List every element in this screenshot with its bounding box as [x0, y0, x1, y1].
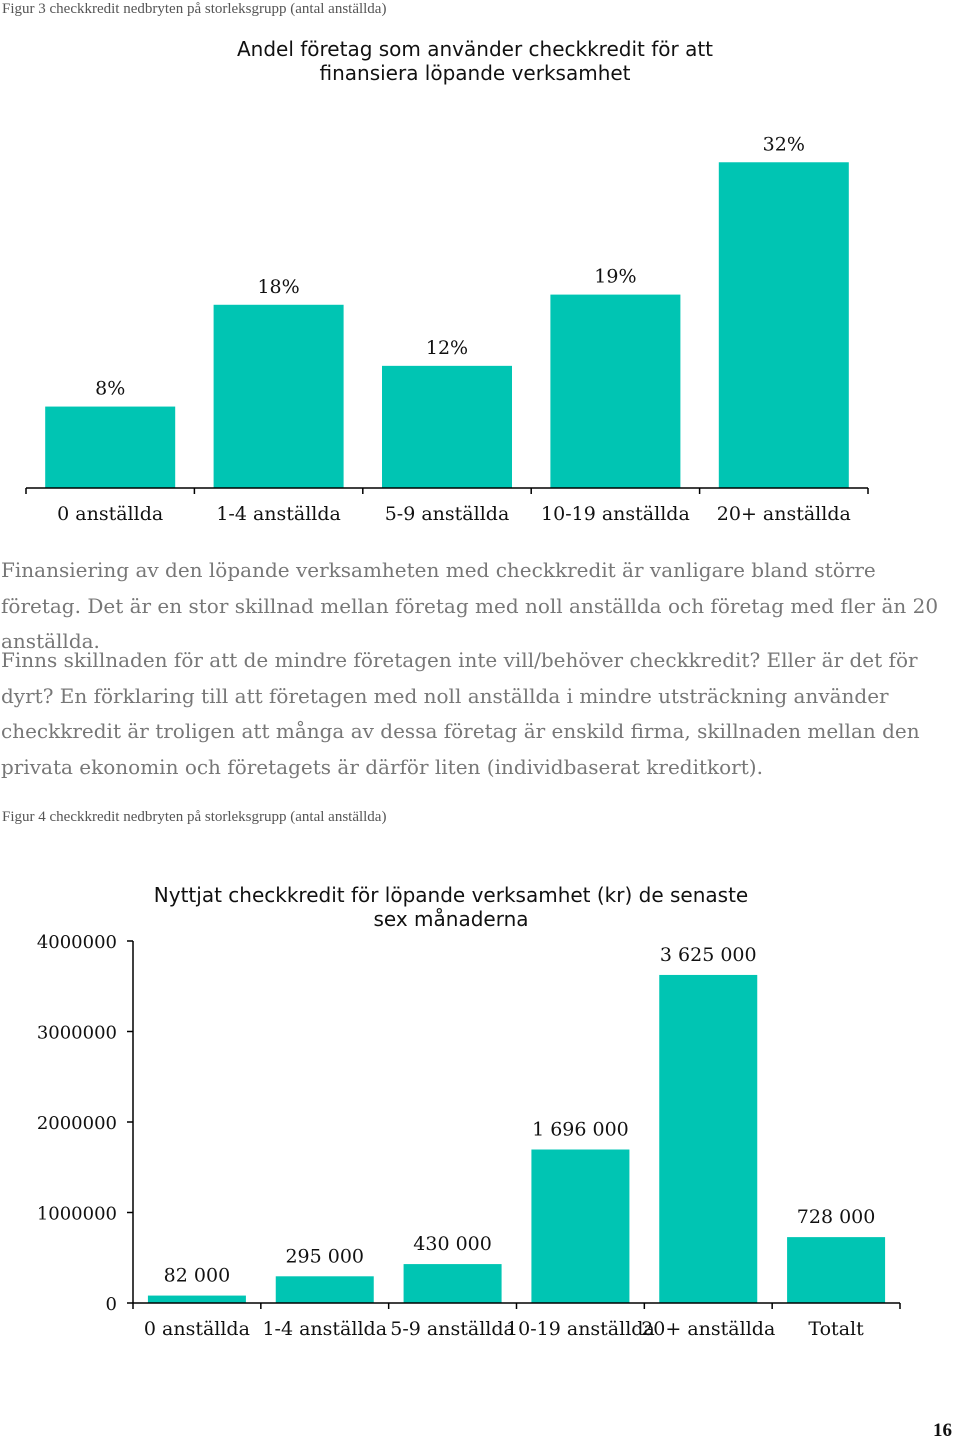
chart-1-category-label: 10-19 anställda: [541, 503, 690, 525]
chart-2-category-label: Totalt: [808, 1318, 864, 1340]
chart-2-y-tick-label: 1000000: [37, 1204, 117, 1225]
chart-1-title: Andel företag som använder checkkredit f…: [237, 37, 713, 85]
chart-2-data-label: 430 000: [413, 1233, 492, 1255]
chart-1-bar: [213, 304, 344, 488]
chart-1-data-label: 32%: [763, 133, 805, 155]
chart-2-data-label: 82 000: [164, 1265, 230, 1287]
figure-4-caption: Figur 4 checkkredit nedbryten på storlek…: [2, 809, 387, 825]
chart-1-category-label: 20+ anställda: [717, 503, 851, 525]
chart-2-bar: [787, 1237, 886, 1303]
chart-2-bar: [531, 1149, 630, 1303]
page-number: 16: [933, 1420, 952, 1441]
chart-1-category-label: 0 anställda: [57, 503, 163, 525]
chart-2-y-tick-label: 4000000: [37, 932, 117, 953]
chart-1-bar: [382, 365, 512, 488]
chart-2-category-label: 5-9 anställda: [390, 1318, 515, 1340]
chart-2-bar: [147, 1295, 246, 1303]
chart-1-category-label: 1-4 anställda: [216, 503, 341, 525]
chart-2-data-label: 728 000: [797, 1206, 876, 1228]
paragraph-2: Finns skillnaden för att de mindre föret…: [1, 648, 920, 779]
chart-1-bar: [550, 294, 681, 488]
chart-2-data-label: 3 625 000: [660, 944, 757, 966]
chart-1-category-label: 5-9 anställda: [385, 503, 510, 525]
chart-2-data-label: 295 000: [285, 1245, 364, 1267]
figure-3-caption: Figur 3 checkkredit nedbryten på storlek…: [2, 1, 387, 17]
chart-2-title: Nyttjat checkkredit för löpande verksamh…: [154, 883, 748, 931]
chart-1-bar: [45, 406, 176, 488]
chart-2-data-label: 1 696 000: [532, 1119, 629, 1141]
chart-share-using-checkkredit: Andel företag som använder checkkredit f…: [25, 37, 869, 525]
chart-1-data-label: 19%: [594, 266, 636, 288]
chart-2-y-tick-label: 3000000: [37, 1023, 117, 1044]
chart-2-y-tick-label: 2000000: [37, 1113, 117, 1134]
chart-1-data-label: 18%: [257, 276, 299, 298]
chart-used-checkkredit-amount: Nyttjat checkkredit för löpande verksamh…: [37, 883, 901, 1340]
chart-1-data-label: 12%: [426, 337, 468, 359]
chart-2-bar: [275, 1276, 374, 1303]
chart-2-category-label: 10-19 anställda: [506, 1318, 655, 1340]
paragraph-1: Finansiering av den löpande verksamheten…: [1, 558, 939, 653]
chart-2-y-tick-label: 0: [106, 1294, 117, 1315]
chart-2-category-label: 0 anställda: [144, 1318, 250, 1340]
chart-2-bar: [403, 1264, 502, 1303]
chart-1-bar: [718, 162, 849, 488]
chart-2-category-label: 1-4 anställda: [262, 1318, 387, 1340]
chart-2-category-label: 20+ anställda: [641, 1318, 775, 1340]
chart-2-bar: [659, 974, 758, 1303]
chart-1-data-label: 8%: [95, 378, 125, 400]
